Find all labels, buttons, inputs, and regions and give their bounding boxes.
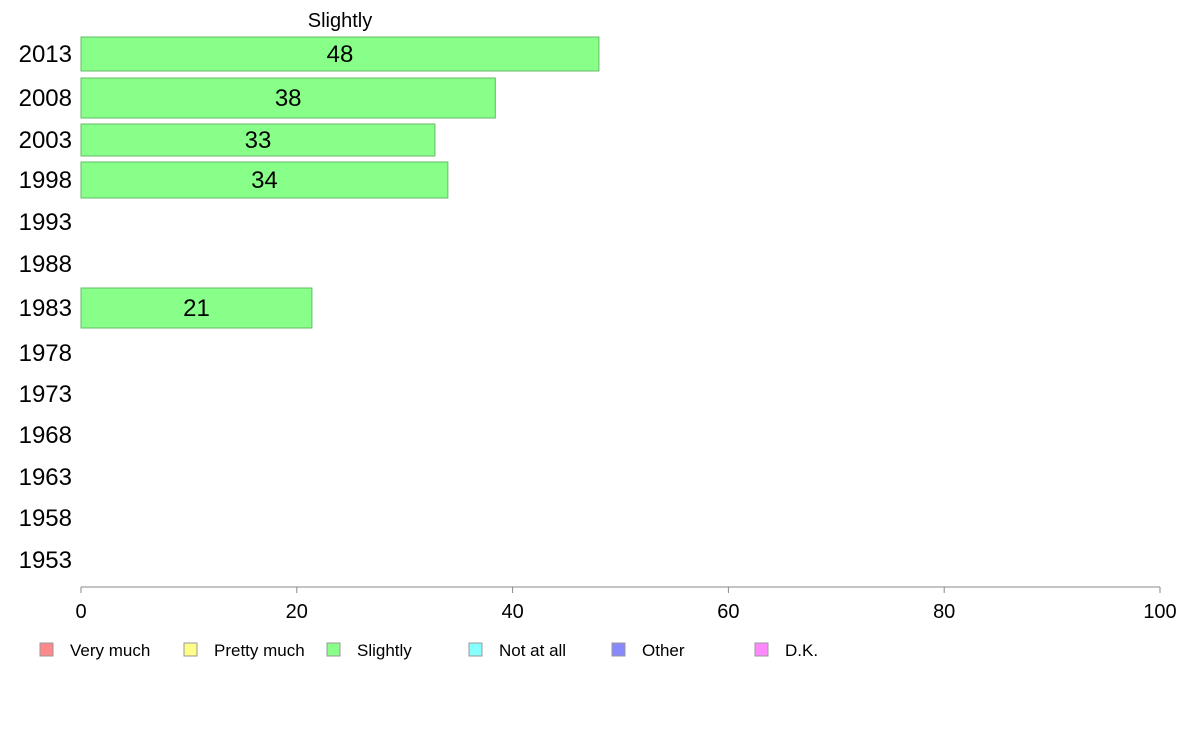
legend-label: Other <box>642 641 685 660</box>
legend-label: Pretty much <box>214 641 305 660</box>
legend-swatch <box>39 642 54 657</box>
bar-value-label: 48 <box>327 41 354 68</box>
x-tick-label: 0 <box>75 601 86 623</box>
x-tick-label: 60 <box>717 601 739 623</box>
x-tick-label: 80 <box>933 601 955 623</box>
year-label: 1993 <box>19 209 72 236</box>
year-label: 1998 <box>19 167 72 194</box>
legend-swatch <box>754 642 769 657</box>
legend-swatch <box>468 642 483 657</box>
bar-value-label: 38 <box>275 85 302 112</box>
bar <box>80 36 600 72</box>
year-label: 2008 <box>19 85 72 112</box>
x-tick-label: 100 <box>1143 601 1176 623</box>
legend-swatch <box>326 642 341 657</box>
bar <box>80 161 449 199</box>
year-label: 1963 <box>19 464 72 491</box>
x-tick-label: 40 <box>501 601 523 623</box>
bar-value-label: 21 <box>183 295 210 322</box>
chart-rows: 2013 48 2008 38 2003 33 1998 34 1993 1988 1983 21 19… <box>19 36 600 574</box>
bar <box>80 123 436 157</box>
year-label: 2013 <box>19 41 72 68</box>
x-axis: 0 20 40 60 80 100 <box>75 586 1177 623</box>
bar-value-label: 33 <box>245 127 272 154</box>
year-label: 1958 <box>19 505 72 532</box>
year-label: 2003 <box>19 127 72 154</box>
bar <box>80 77 496 119</box>
legend-swatch <box>183 642 198 657</box>
year-label: 1973 <box>19 381 72 408</box>
legend-label: Not at all <box>499 641 566 660</box>
bar <box>80 287 313 329</box>
legend-label: Slightly <box>357 641 412 660</box>
legend: Very much Pretty much Slightly Not at all Ot… <box>39 641 818 660</box>
year-label: 1988 <box>19 251 72 278</box>
legend-label: Very much <box>70 641 150 660</box>
legend-label: D.K. <box>785 641 818 660</box>
year-label: 1978 <box>19 340 72 367</box>
year-label: 1968 <box>19 422 72 449</box>
chart-title: Slightly <box>308 10 372 32</box>
year-label: 1983 <box>19 295 72 322</box>
legend-swatch <box>611 642 626 657</box>
bar-value-label: 34 <box>251 167 278 194</box>
year-label: 1953 <box>19 547 72 574</box>
x-tick-label: 20 <box>286 601 308 623</box>
